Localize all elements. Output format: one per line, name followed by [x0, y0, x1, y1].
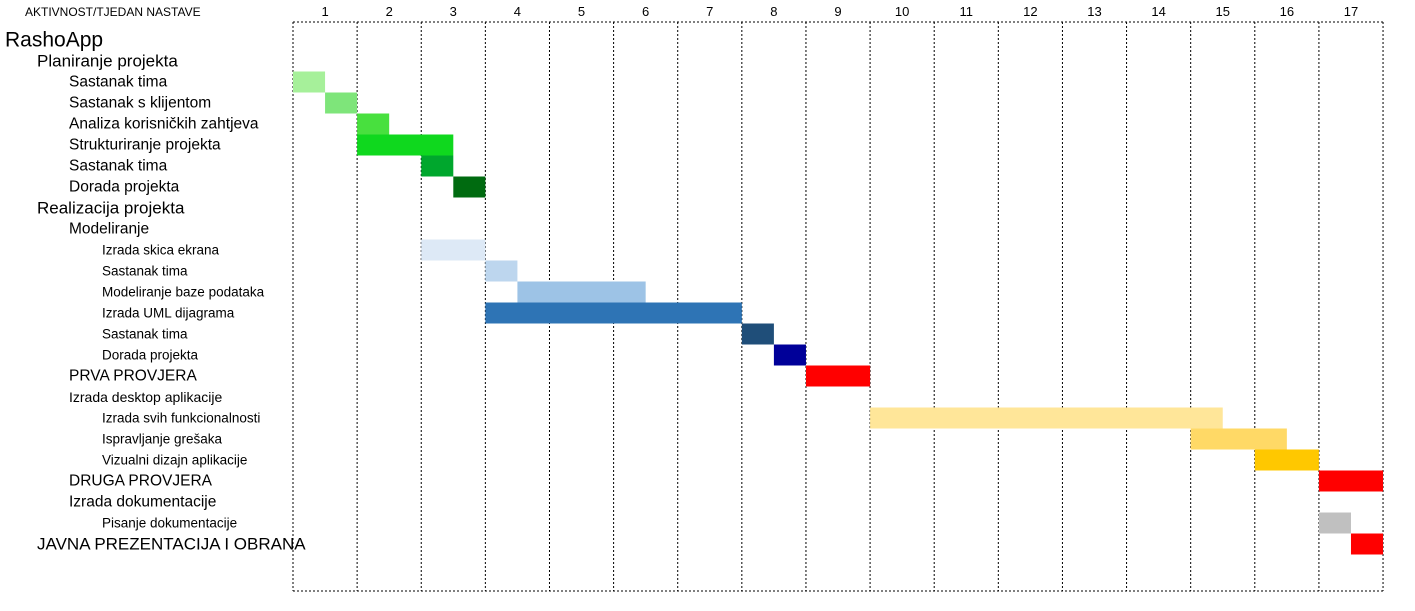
week-labels: 1 2 3 4 5 6 7 8 9 10 11 12 13 14 15 16 17: [321, 4, 1358, 19]
task-label: Realizacija projekta: [37, 199, 185, 218]
week-label: 15: [1216, 4, 1230, 19]
week-grid: [292, 21, 1384, 592]
task-label: Sastanak tima: [102, 264, 188, 279]
week-label: 11: [960, 4, 974, 19]
week-label: 4: [514, 4, 521, 19]
task-label: Pisanje dokumentacije: [102, 516, 237, 531]
task-label: Planiranje projekta: [37, 52, 178, 71]
task-label: Izrada skica ekrana: [102, 243, 220, 258]
week-label: 3: [450, 4, 457, 19]
task-label: Strukturiranje projekta: [69, 137, 221, 154]
task-bar: [1254, 449, 1319, 471]
task-label: Izrada dokumentacije: [69, 494, 216, 511]
task-label: RashoApp: [5, 29, 103, 52]
task-bar: [357, 113, 390, 135]
task-label: Modeliranje: [69, 221, 149, 238]
task-label: Sastanak tima: [69, 158, 168, 175]
task-label: Analiza korisničkih zahtjeva: [69, 116, 259, 133]
week-label: 14: [1151, 4, 1165, 19]
week-label: 12: [1023, 4, 1037, 19]
task-bar: [741, 323, 774, 345]
week-label: 17: [1344, 4, 1358, 19]
week-label: 1: [321, 4, 328, 19]
task-label: JAVNA PREZENTACIJA I OBRANA: [37, 535, 306, 554]
task-bar: [485, 302, 742, 324]
task-bar: [1318, 512, 1351, 534]
week-label: 8: [770, 4, 777, 19]
task-bar: [421, 239, 486, 261]
task-label: Izrada desktop aplikacije: [69, 389, 223, 405]
task-label: Sastanak tima: [102, 327, 188, 342]
task-bar: [517, 281, 646, 303]
week-label: 10: [895, 4, 909, 19]
task-label: Sastanak tima: [69, 74, 168, 91]
week-label: 2: [386, 4, 393, 19]
week-label: 13: [1087, 4, 1101, 19]
task-label: Izrada UML dijagrama: [102, 306, 235, 321]
task-label: Dorada projekta: [102, 348, 199, 363]
task-bar: [773, 344, 806, 366]
week-label: 7: [706, 4, 713, 19]
task-label: Dorada projekta: [69, 179, 180, 196]
task-bar: [805, 365, 871, 387]
task-bar: [1350, 533, 1384, 555]
week-label: 9: [834, 4, 841, 19]
task-bar: [453, 176, 486, 198]
task-bar: [325, 92, 358, 114]
task-bar: [293, 71, 326, 93]
task-label: Sastanak s klijentom: [69, 95, 211, 112]
task-bars: [293, 71, 1384, 555]
week-label: 16: [1280, 4, 1294, 19]
week-label: 6: [642, 4, 649, 19]
task-bar: [485, 260, 518, 282]
task-bar: [1190, 428, 1287, 450]
task-label: PRVA PROVJERA: [69, 368, 197, 385]
task-label: Izrada svih funkcionalnosti: [102, 411, 260, 426]
task-bar: [1318, 470, 1384, 492]
task-label: DRUGA PROVJERA: [69, 473, 213, 490]
week-label: 5: [578, 4, 585, 19]
task-label: Ispravljanje grešaka: [102, 432, 223, 447]
task-bar: [421, 155, 454, 177]
task-label: Vizualni dizajn aplikacije: [102, 453, 247, 468]
task-bar: [357, 134, 454, 156]
header-label: AKTIVNOST/TJEDAN NASTAVE: [25, 5, 201, 19]
task-label: Modeliranje baze podataka: [102, 285, 265, 300]
task-bar: [870, 407, 1223, 429]
